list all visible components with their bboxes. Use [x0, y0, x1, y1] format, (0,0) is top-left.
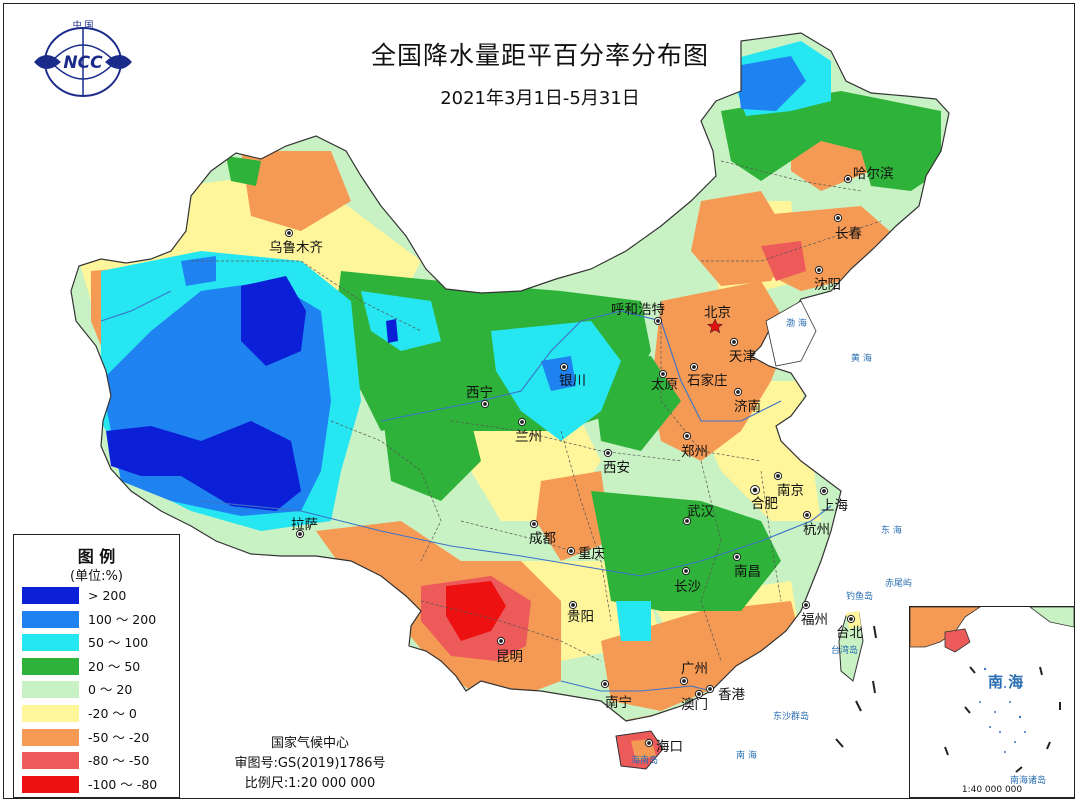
credits-scale: 比例尺:1:20 000 000	[244, 776, 376, 791]
city-label: 济南	[734, 399, 761, 415]
inset-scale: 1:40 000 000	[961, 785, 1023, 795]
city-label: 南宁	[605, 694, 632, 711]
city-label: 长沙	[674, 579, 701, 595]
legend-item: 0 ～ 20	[22, 681, 177, 699]
city-labels: 乌鲁木齐 拉萨 西宁 兰州 银川 呼和浩特 北京 天津 石家庄 太原 济南 郑州…	[269, 166, 894, 755]
city-label: 沈阳	[814, 277, 841, 293]
city-label: 杭州	[803, 522, 830, 538]
ncc-logo: 中 国 NCC	[34, 19, 132, 97]
inset-islands-label: 南海诸岛	[1010, 774, 1046, 786]
logo-top-text: 中 国	[73, 19, 94, 31]
city-label: 广州	[681, 661, 708, 677]
city-markers	[284, 174, 856, 748]
legend-swatch	[22, 657, 79, 675]
map-frame: 乌鲁木齐 拉萨 西宁 兰州 银川 呼和浩特 北京 天津 石家庄 太原 济南 郑州…	[3, 3, 1075, 799]
legend-item: 50 ～ 100	[22, 634, 177, 652]
city-label: 哈尔滨	[853, 166, 894, 182]
legend-label: > 200	[88, 588, 127, 603]
sea-labels: 东 海 黄 海 渤 海 南 海 钓鱼岛 赤尾屿 台湾岛 海南岛 东沙群岛	[631, 317, 912, 766]
city-label: 天津	[729, 349, 756, 365]
sea-label-yellow: 黄 海	[851, 352, 872, 364]
city-label: 南京	[777, 483, 804, 499]
city-label: 郑州	[681, 444, 708, 460]
sea-label-east: 东 海	[881, 524, 902, 536]
legend-label: -20 ～ 0	[88, 706, 137, 721]
city-label: 西安	[603, 460, 630, 476]
credits-approval: 审图号:GS(2019)1786号	[234, 756, 386, 771]
city-label: 重庆	[578, 546, 605, 562]
legend-label: 50 ～ 100	[88, 635, 149, 651]
city-label: 北京	[704, 305, 731, 321]
capital-star-icon	[706, 318, 724, 334]
logo-text: NCC	[63, 53, 103, 73]
legend-item: -80 ～ -50	[22, 752, 177, 770]
inset-map: 南 海 南海诸岛	[910, 607, 1074, 786]
rivers	[100, 290, 832, 692]
legend-swatch	[22, 728, 79, 746]
island-label-diaoyu: 钓鱼岛	[846, 590, 873, 602]
city-label: 武汉	[687, 504, 715, 520]
legend-swatch	[22, 681, 79, 699]
legend-item: > 200	[22, 587, 177, 605]
legend-label: 100 ～ 200	[88, 611, 157, 627]
city-label: 乌鲁木齐	[269, 240, 323, 256]
legend-swatch	[22, 587, 79, 604]
legend-swatch	[22, 775, 79, 793]
legend-swatch	[22, 610, 79, 628]
city-label: 澳门	[681, 697, 708, 713]
city-label: 石家庄	[687, 372, 728, 389]
legend-item: -100 ～ -80	[22, 775, 177, 794]
island-label-dongsha: 东沙群岛	[773, 710, 809, 722]
legend: 图 例 (单位:%) > 200 100 ～ 200 50 ～ 100 20 ～ 50…	[13, 534, 180, 798]
precipitation-anomaly-map: 乌鲁木齐 拉萨 西宁 兰州 银川 呼和浩特 北京 天津 石家庄 太原 济南 郑州…	[70, 32, 950, 770]
legend-item: -50 ～ -20	[22, 728, 177, 747]
city-label: 银川	[559, 373, 586, 389]
legend-label: 20 ～ 50	[88, 658, 141, 674]
legend-item: 100 ～ 200	[22, 610, 177, 629]
city-label: 贵阳	[567, 609, 594, 625]
legend-unit: (单位:%)	[70, 569, 123, 584]
island-label-taiwan: 台湾岛	[831, 644, 858, 656]
maritime-boundary-marks	[835, 625, 877, 748]
legend-swatch	[22, 705, 79, 722]
city-label: 上海	[821, 498, 848, 514]
city-label: 香港	[718, 687, 746, 703]
province-boundaries	[191, 160, 882, 662]
legend-swatch	[22, 752, 79, 770]
city-label: 西宁	[466, 384, 493, 401]
sea-label-south: 南 海	[736, 749, 757, 761]
legend-label: 0 ～ 20	[88, 682, 133, 698]
city-label: 台北	[836, 625, 864, 641]
city-label: 呼和浩特	[611, 302, 665, 318]
city-label: 合肥	[751, 496, 778, 512]
legend-label: -50 ～ -20	[88, 729, 150, 745]
city-label: 成都	[529, 531, 556, 547]
legend-label: -100 ～ -80	[88, 776, 158, 792]
legend-swatch	[22, 634, 79, 652]
sea-label-bohai: 渤 海	[786, 317, 807, 329]
map-subtitle: 2021年3月1日-5月31日	[440, 88, 640, 109]
legend-label: -80 ～ -50	[88, 753, 150, 769]
city-label: 兰州	[515, 429, 542, 445]
city-label: 长春	[835, 226, 863, 242]
map-title: 全国降水量距平百分率分布图	[370, 41, 709, 70]
city-label: 拉萨	[291, 517, 318, 533]
bohai-sea	[765, 300, 817, 367]
credits-org: 国家气候中心	[270, 736, 349, 751]
inset-south-sea-label: 南 海	[988, 673, 1023, 691]
island-label-hainan: 海南岛	[631, 754, 658, 766]
city-label: 昆明	[496, 649, 523, 665]
legend-item: 20 ～ 50	[22, 657, 177, 676]
city-label: 海口	[656, 739, 683, 755]
island-label-chiwei: 赤尾屿	[885, 578, 912, 589]
city-label: 太原	[651, 377, 678, 393]
legend-item: -20 ～ 0	[22, 705, 177, 723]
credits: 国家气候中心 审图号:GS(2019)1786号 比例尺:1:20 000 00…	[200, 734, 420, 794]
south-sea-inset: 南 海 南海诸岛 1:40 000 000	[909, 606, 1074, 798]
city-label: 福州	[801, 612, 828, 628]
city-label: 南昌	[734, 564, 761, 580]
legend-title: 图 例	[77, 547, 116, 566]
